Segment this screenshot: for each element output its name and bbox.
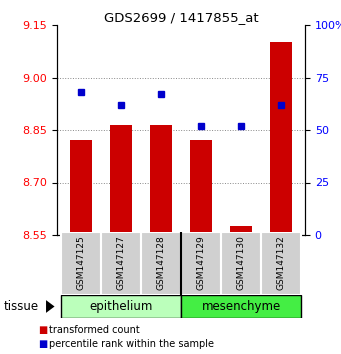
Text: GSM147129: GSM147129 <box>196 235 206 290</box>
Bar <box>221 232 261 295</box>
Bar <box>181 232 221 295</box>
Text: ■: ■ <box>38 325 47 335</box>
Bar <box>150 125 172 235</box>
Text: GSM147130: GSM147130 <box>237 235 246 290</box>
Text: epithelium: epithelium <box>89 300 153 313</box>
Bar <box>270 42 292 235</box>
Text: ■: ■ <box>38 339 47 349</box>
Bar <box>101 232 141 295</box>
Text: transformed count: transformed count <box>49 325 140 335</box>
Text: GSM147127: GSM147127 <box>117 235 125 290</box>
Text: tissue: tissue <box>3 300 39 313</box>
Bar <box>141 232 181 295</box>
Title: GDS2699 / 1417855_at: GDS2699 / 1417855_at <box>104 11 258 24</box>
Text: GSM147132: GSM147132 <box>277 235 285 290</box>
Bar <box>230 226 252 235</box>
Bar <box>70 141 92 235</box>
Polygon shape <box>46 300 55 313</box>
Bar <box>110 125 132 235</box>
Text: mesenchyme: mesenchyme <box>202 300 281 313</box>
Bar <box>61 295 181 318</box>
Text: percentile rank within the sample: percentile rank within the sample <box>49 339 214 349</box>
Text: GSM147128: GSM147128 <box>157 235 165 290</box>
Bar <box>261 232 301 295</box>
Bar <box>190 141 212 235</box>
Text: GSM147125: GSM147125 <box>76 235 86 290</box>
Bar <box>61 232 101 295</box>
Bar <box>181 295 301 318</box>
